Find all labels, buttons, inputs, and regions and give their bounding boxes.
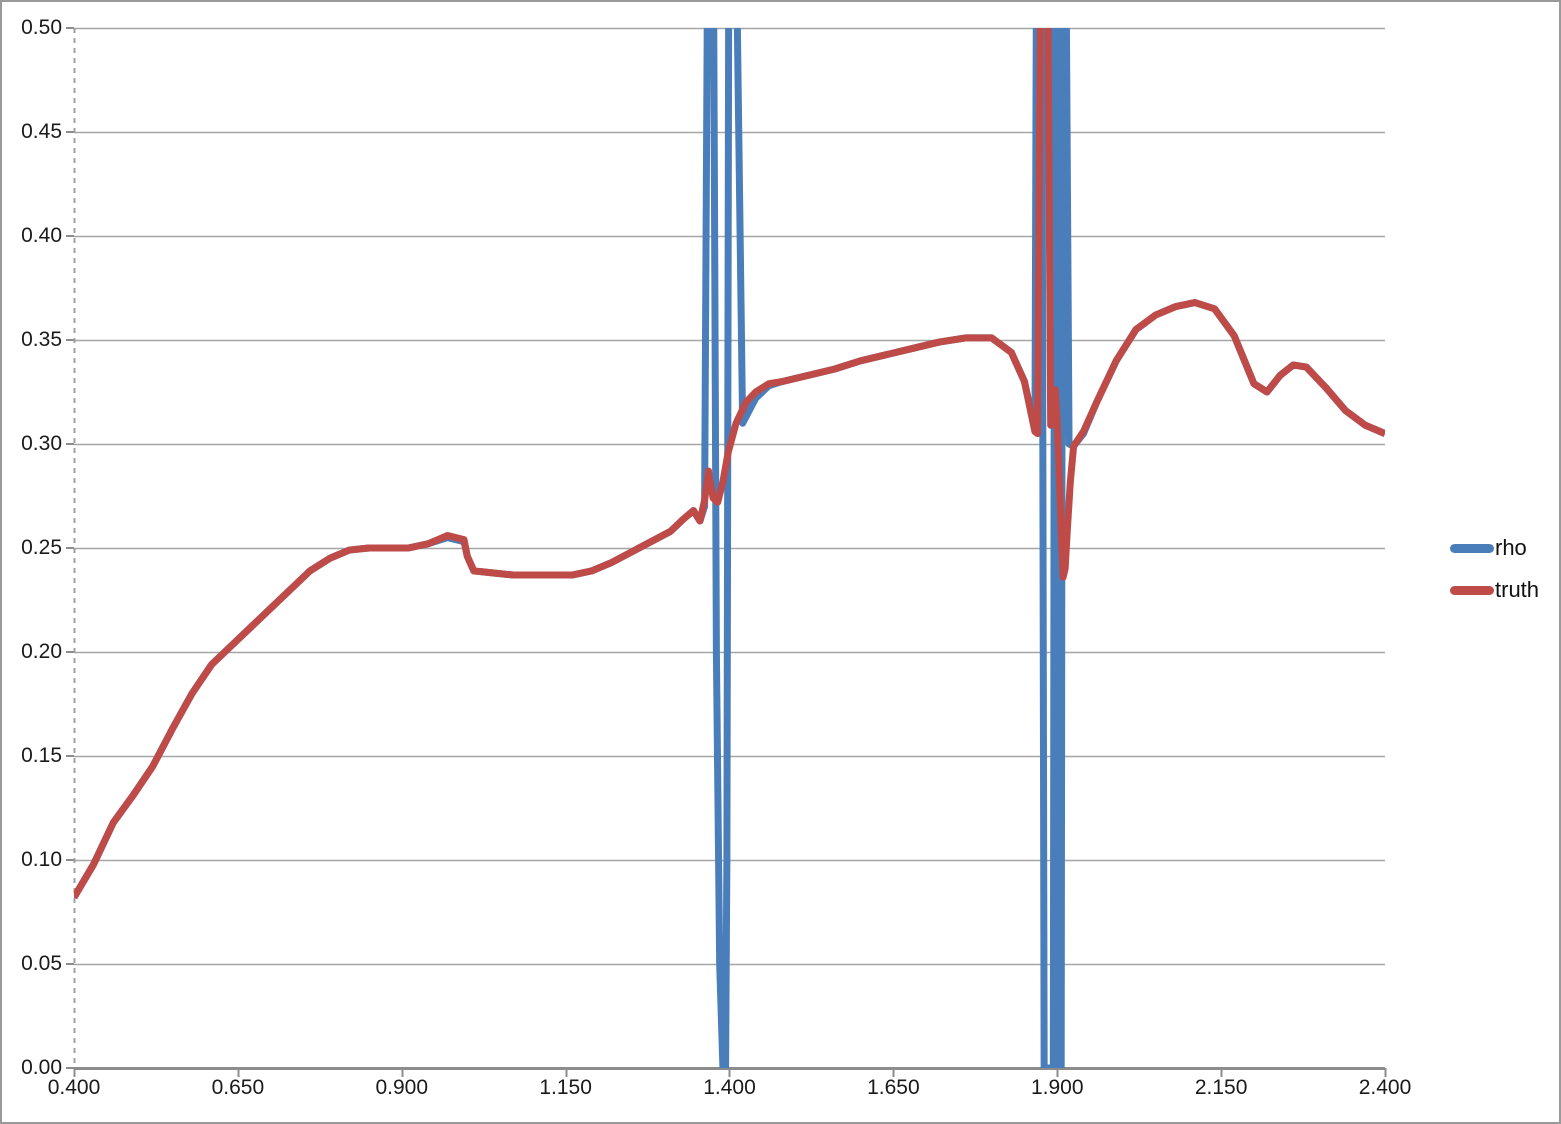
legend-label-rho: rho [1495, 535, 1527, 560]
chart-legend: rho truth [1450, 527, 1559, 611]
y-tick-label: 0.30 [21, 432, 62, 455]
y-tick-label: 0.25 [21, 536, 62, 559]
y-tick-label: 0.45 [21, 120, 62, 143]
y-tick-mark [66, 963, 74, 965]
y-tick-mark [66, 859, 74, 861]
x-tick-label: 1.900 [1030, 1076, 1084, 1099]
y-tick-mark [66, 651, 74, 653]
legend-label-truth: truth [1495, 577, 1540, 602]
x-tick-label: 0.900 [375, 1076, 429, 1099]
y-tick-mark [66, 131, 74, 133]
y-tick-mark [66, 755, 74, 757]
y-tick-mark [66, 27, 74, 29]
x-axis: 0.400 0.650 0.900 1.150 1.400 1.650 1.900 2.150… [2, 1076, 1559, 1116]
legend-swatch-rho [1450, 543, 1494, 553]
y-tick-label: 0.00 [21, 1056, 62, 1079]
legend-entry-truth[interactable]: truth [1450, 569, 1559, 611]
x-axis-ticks [73, 1068, 1387, 1077]
x-tick-label: 0.650 [211, 1076, 265, 1099]
x-tick-label: 1.400 [703, 1076, 756, 1099]
plot-area [73, 27, 1387, 1077]
x-tick-label: 1.650 [867, 1076, 920, 1099]
series-group [74, 28, 1385, 1068]
legend-swatch-truth [1450, 585, 1494, 595]
y-tick-label: 0.20 [21, 640, 62, 663]
y-tick-label: 0.15 [21, 744, 62, 767]
y-tick-label: 0.40 [21, 224, 62, 247]
y-tick-label: 0.05 [21, 952, 62, 975]
y-tick-mark [66, 443, 74, 445]
x-tick-label: 0.400 [47, 1076, 101, 1099]
y-tick-mark [66, 1067, 74, 1069]
x-tick-label: 2.150 [1194, 1076, 1248, 1099]
y-tick-label: 0.50 [21, 16, 62, 39]
series-line-rho [74, 28, 1385, 1068]
y-tick-mark [66, 235, 74, 237]
y-tick-mark [66, 339, 74, 341]
x-tick-label: 2.400 [1358, 1076, 1412, 1099]
legend-entry-rho[interactable]: rho [1450, 527, 1559, 569]
y-axis: 0.00 0.05 0.10 0.15 0.20 0.25 0.30 0.35 0.40 0.45… [2, 2, 74, 1122]
y-tick-label: 0.10 [21, 848, 62, 871]
x-tick-label: 1.150 [539, 1076, 592, 1099]
series-line-truth [74, 28, 1385, 900]
plot-svg [73, 27, 1387, 1077]
y-tick-label: 0.35 [21, 328, 62, 351]
y-tick-mark [66, 547, 74, 549]
